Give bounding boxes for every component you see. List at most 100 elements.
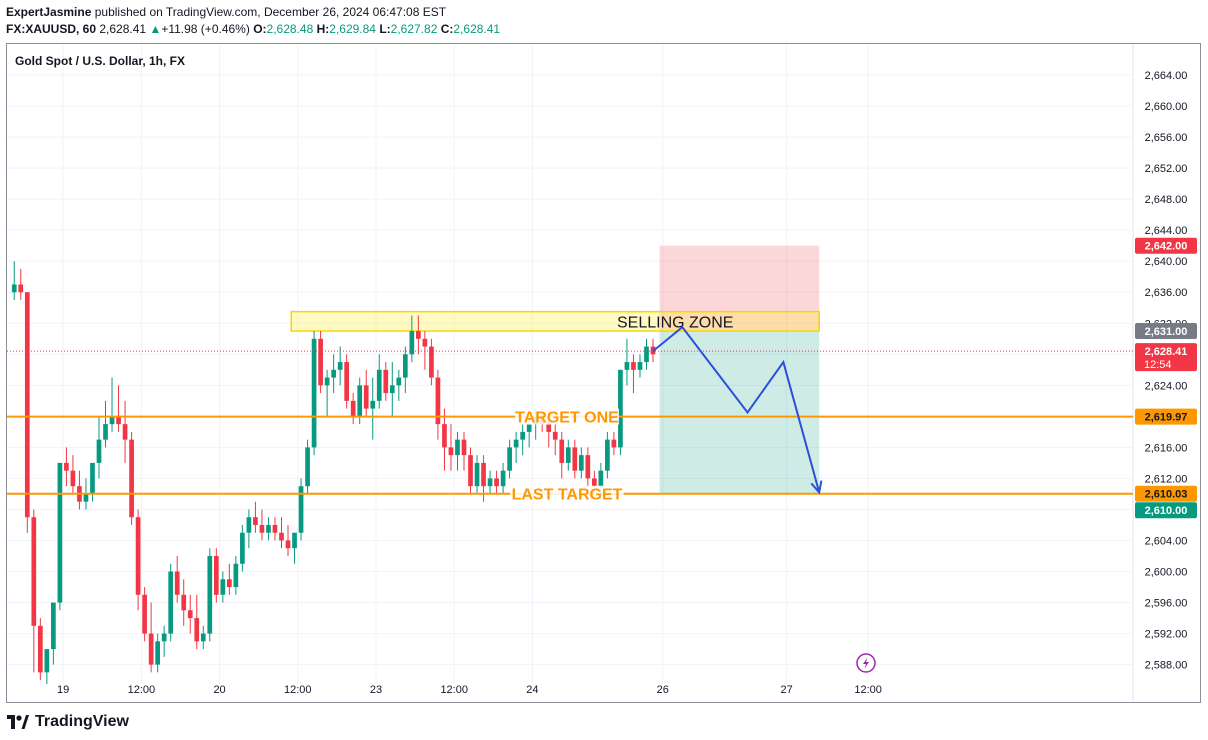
chart-frame[interactable]: TARGET ONE LAST TARGET SELLING ZONE 2,588.… <box>6 43 1201 703</box>
tradingview-logo[interactable]: TradingView <box>7 711 129 733</box>
take-profit-box[interactable] <box>659 331 820 494</box>
candle[interactable] <box>389 362 395 417</box>
candle[interactable] <box>468 447 473 494</box>
candle[interactable] <box>311 331 317 456</box>
stop-loss-box[interactable] <box>659 245 820 332</box>
candle[interactable] <box>552 424 558 456</box>
candle[interactable] <box>448 424 454 471</box>
candle[interactable] <box>168 563 174 642</box>
candle[interactable] <box>435 369 441 440</box>
candle[interactable] <box>305 439 310 494</box>
candle[interactable] <box>135 509 141 611</box>
candle[interactable] <box>200 625 206 650</box>
candle[interactable] <box>227 563 232 595</box>
candle[interactable] <box>396 369 402 401</box>
candle[interactable] <box>337 346 343 386</box>
candle[interactable] <box>272 517 278 541</box>
candle[interactable] <box>70 455 76 494</box>
candle[interactable] <box>148 602 154 673</box>
candle[interactable] <box>494 470 499 494</box>
candle[interactable] <box>174 556 180 603</box>
candle[interactable] <box>520 424 525 456</box>
candle[interactable] <box>161 625 167 657</box>
projection-path[interactable] <box>652 325 821 493</box>
candle[interactable] <box>500 462 506 494</box>
candle[interactable] <box>187 594 193 634</box>
candle[interactable] <box>618 369 623 456</box>
candle[interactable] <box>487 470 493 494</box>
candle[interactable] <box>585 447 591 487</box>
candle[interactable] <box>194 594 200 650</box>
candle[interactable] <box>155 633 160 673</box>
candle[interactable] <box>376 354 382 409</box>
candle[interactable] <box>207 548 213 642</box>
candle[interactable] <box>370 377 376 440</box>
candle[interactable] <box>409 315 415 363</box>
candle[interactable] <box>331 354 336 394</box>
candle[interactable] <box>611 431 617 456</box>
candle[interactable] <box>64 447 69 487</box>
candle[interactable] <box>344 354 350 409</box>
lightning-icon[interactable] <box>856 653 876 673</box>
candle[interactable] <box>181 579 187 626</box>
candle[interactable] <box>429 338 434 386</box>
candle[interactable] <box>402 346 408 394</box>
candle[interactable] <box>644 338 649 370</box>
candle[interactable] <box>142 587 147 642</box>
candle[interactable] <box>631 354 636 394</box>
candle[interactable] <box>292 532 297 564</box>
candle[interactable] <box>233 556 239 595</box>
candle[interactable] <box>51 602 56 665</box>
candle[interactable] <box>474 455 480 494</box>
candle[interactable] <box>109 377 115 432</box>
candle[interactable] <box>240 524 245 572</box>
candle[interactable] <box>57 462 63 611</box>
candle[interactable] <box>565 439 571 471</box>
candle[interactable] <box>455 431 460 471</box>
candle[interactable] <box>116 385 121 432</box>
candle[interactable] <box>253 501 258 533</box>
target-level-label: LAST TARGET <box>512 487 623 504</box>
candle[interactable] <box>624 338 630 386</box>
candle[interactable] <box>122 400 128 463</box>
candle[interactable] <box>442 408 447 471</box>
candle[interactable] <box>298 478 304 541</box>
y-tick-label: 2,636.00 <box>1145 287 1188 299</box>
candle[interactable] <box>350 393 356 425</box>
candle[interactable] <box>605 431 610 479</box>
price-chart[interactable]: TARGET ONE LAST TARGET SELLING ZONE 2,588.… <box>7 44 1200 702</box>
candle[interactable] <box>363 369 369 417</box>
candle[interactable] <box>90 462 95 502</box>
candle[interactable] <box>31 509 37 673</box>
candle[interactable] <box>37 618 43 681</box>
candle[interactable] <box>578 447 584 479</box>
candle[interactable] <box>422 331 428 370</box>
candle[interactable] <box>318 331 323 394</box>
candle[interactable] <box>416 315 421 355</box>
candle[interactable] <box>572 439 578 479</box>
candle[interactable] <box>513 431 519 463</box>
candle[interactable] <box>279 517 284 549</box>
candle[interactable] <box>266 517 271 541</box>
candle[interactable] <box>220 571 226 603</box>
selling-zone-box[interactable] <box>290 310 820 332</box>
candle[interactable] <box>246 509 252 549</box>
candle[interactable] <box>24 292 30 533</box>
candle[interactable] <box>507 439 512 479</box>
candle[interactable] <box>213 548 219 603</box>
candle[interactable] <box>129 431 134 525</box>
candle[interactable] <box>285 524 291 556</box>
candle[interactable] <box>11 261 17 300</box>
candle[interactable] <box>259 509 265 541</box>
y-tick-label: 2,656.00 <box>1145 132 1188 144</box>
candle[interactable] <box>461 431 467 471</box>
candle[interactable] <box>559 431 565 479</box>
candle[interactable] <box>324 369 330 417</box>
candle[interactable] <box>103 400 108 448</box>
candle[interactable] <box>383 362 389 401</box>
candle[interactable] <box>637 354 643 378</box>
candle[interactable] <box>44 649 50 684</box>
candle[interactable] <box>18 268 24 300</box>
candle[interactable] <box>96 416 102 479</box>
author-name[interactable]: ExpertJasmine <box>6 5 92 19</box>
